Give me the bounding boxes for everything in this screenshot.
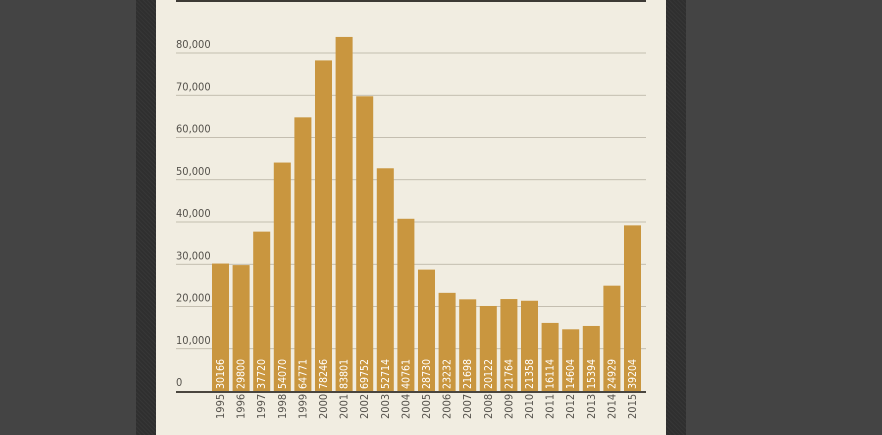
data-label: 21764: [503, 359, 515, 389]
bar: [479, 305, 497, 391]
x-tick-label: 1996: [235, 394, 248, 419]
x-tick-label: 2015: [626, 394, 639, 419]
bar: [521, 300, 538, 391]
x-tick-label: 2004: [399, 394, 412, 419]
data-label: 40761: [400, 359, 412, 389]
bar: [335, 36, 353, 392]
y-tick-label: 0: [176, 376, 182, 389]
bar: [624, 225, 641, 391]
x-tick-label: 2005: [420, 394, 433, 419]
data-label: 16114: [545, 359, 557, 389]
bar: [500, 299, 518, 391]
y-tick-label: 20,000: [176, 292, 211, 305]
y-tick-label: 60,000: [176, 123, 211, 136]
y-tick-label: 50,000: [176, 165, 211, 178]
x-tick-label: 2000: [317, 394, 330, 419]
y-tick-label: 30,000: [176, 249, 211, 262]
x-tick-label: 2011: [544, 394, 557, 419]
x-tick-label: 2002: [358, 394, 371, 419]
data-label: 52714: [380, 359, 392, 389]
data-label: 20122: [483, 359, 495, 389]
data-labels: 30166 29800 37720 54070 64771 78246 83801 69752…: [215, 359, 639, 389]
bar: [418, 269, 435, 391]
x-tick-label: 2001: [338, 394, 351, 419]
y-tick-label: 10,000: [176, 334, 211, 347]
x-tick-label: 2007: [461, 394, 474, 419]
x-tick-label: 1998: [276, 394, 289, 419]
x-tick-label: 1995: [214, 394, 227, 419]
bar: [397, 218, 415, 391]
x-tick-label: 2014: [605, 394, 618, 419]
data-label: 24929: [606, 359, 618, 389]
y-tick-label: 40,000: [176, 207, 211, 220]
x-axis-ticks: 1995 1996 1997 1998 1999 2000 2001 2002 2003 2004…: [214, 394, 639, 419]
data-label: 15394: [586, 359, 598, 389]
data-label: 21358: [524, 359, 536, 389]
top-rule: [176, 0, 646, 2]
data-label: 64771: [297, 359, 309, 389]
bar: [356, 96, 374, 392]
bar: [541, 322, 559, 391]
x-tick-label: 2010: [523, 394, 536, 419]
x-tick-label: 2013: [585, 394, 598, 419]
bar: [603, 285, 621, 391]
y-tick-label: 80,000: [176, 38, 211, 51]
bar: [253, 231, 271, 391]
data-label: 29800: [236, 359, 248, 389]
data-label: 69752: [359, 359, 371, 389]
data-label: 30166: [215, 359, 227, 389]
data-label: 28730: [421, 359, 433, 389]
x-tick-label: 2006: [441, 394, 454, 419]
data-label: 78246: [318, 359, 330, 389]
data-label: 23232: [442, 359, 454, 389]
bar: [232, 265, 250, 391]
x-tick-label: 1997: [255, 394, 268, 419]
x-tick-label: 2012: [564, 394, 577, 419]
data-label: 21698: [462, 359, 474, 389]
bar: [459, 299, 477, 391]
bar: [562, 329, 580, 391]
x-tick-label: 1999: [296, 394, 309, 419]
data-label: 83801: [339, 359, 351, 389]
bar: [438, 292, 456, 391]
bars: [212, 36, 641, 392]
x-tick-label: 2003: [379, 394, 392, 419]
x-tick-label: 2008: [482, 394, 495, 419]
bar: [273, 162, 291, 391]
y-axis-ticks: 0 10,000 20,000 30,000 40,000 50,000 60,000 70,…: [176, 38, 211, 389]
data-label: 14604: [565, 359, 577, 389]
data-label: 37720: [256, 359, 268, 389]
x-tick-label: 2009: [502, 394, 515, 419]
bar: [376, 168, 394, 391]
bar: [212, 263, 229, 391]
data-label: 39204: [627, 359, 639, 389]
y-tick-label: 70,000: [176, 80, 211, 93]
bar: [315, 60, 332, 392]
data-label: 54070: [277, 359, 289, 389]
bar: [294, 117, 312, 391]
bar: [582, 325, 600, 391]
